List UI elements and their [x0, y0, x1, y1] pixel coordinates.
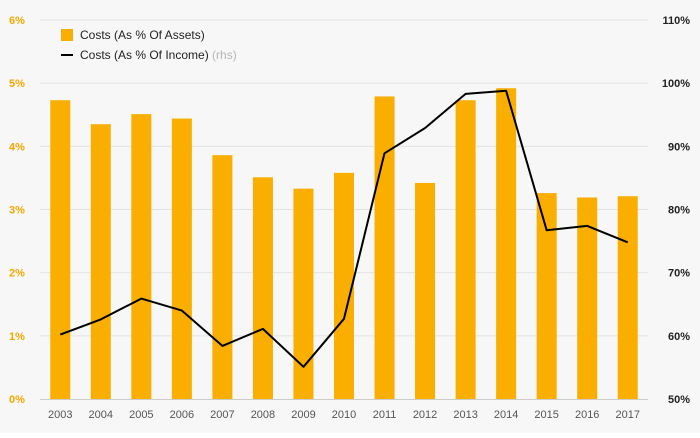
x-tick-label: 2016 [575, 409, 599, 421]
x-tick-label: 2006 [170, 409, 194, 421]
x-tick-label: 2004 [89, 409, 113, 421]
y-right-tick-label: 50% [668, 394, 690, 406]
x-tick-label: 2013 [453, 409, 477, 421]
y-left-tick-label: 1% [9, 331, 25, 343]
bar-2003 [50, 100, 70, 399]
y-left-tick-label: 4% [9, 141, 25, 153]
y-left-tick-label: 2% [9, 268, 25, 280]
x-tick-label: 2014 [494, 409, 518, 421]
y-right-tick-label: 80% [668, 205, 690, 217]
bar-2013 [456, 100, 476, 399]
bar-2015 [537, 193, 557, 399]
legend-label-costs-income: Costs (As % Of Income) (rhs) [80, 48, 237, 62]
bar-2008 [253, 177, 273, 399]
x-tick-label: 2010 [332, 409, 356, 421]
legend-label-rhs: (rhs) [212, 48, 237, 62]
legend-label-costs-assets: Costs (As % Of Assets) [80, 28, 205, 42]
y-left-tick-label: 6% [9, 15, 25, 27]
bar-2011 [375, 96, 395, 399]
y-right-tick-label: 100% [662, 78, 690, 90]
legend: Costs (As % Of Assets) Costs (As % Of In… [61, 28, 237, 62]
y-left-tick-label: 3% [9, 205, 25, 217]
bar-2006 [172, 119, 192, 399]
x-tick-label: 2007 [210, 409, 234, 421]
y-axis-left-ticks: 0% 1% 2% 3% 4% 5% 6% [9, 15, 25, 406]
x-tick-label: 2011 [373, 409, 397, 421]
bar-2017 [618, 196, 638, 399]
y-right-tick-label: 90% [668, 141, 690, 153]
x-axis-ticks: 2003 2004 2005 2006 2007 2008 2009 2010 2011 2012… [48, 409, 640, 421]
x-tick-label: 2005 [129, 409, 153, 421]
x-tick-label: 2008 [251, 409, 275, 421]
bar-2014 [496, 88, 516, 399]
y-right-tick-label: 110% [662, 15, 690, 27]
y-left-tick-label: 0% [9, 394, 25, 406]
y-right-tick-label: 60% [668, 331, 690, 343]
x-tick-label: 2003 [48, 409, 72, 421]
bar-2005 [131, 114, 151, 399]
x-tick-label: 2012 [413, 409, 437, 421]
legend-label-costs-income-name: Costs (As % Of Income) [80, 48, 209, 62]
bar-2004 [91, 124, 111, 399]
bar-series-costs-assets [50, 88, 637, 399]
x-tick-label: 2009 [291, 409, 315, 421]
y-axis-right-ticks: 50% 60% 70% 80% 90% 100% 110% [662, 15, 690, 406]
bar-2010 [334, 173, 354, 399]
y-left-tick-label: 5% [9, 78, 25, 90]
bar-2007 [212, 155, 232, 399]
bar-2012 [415, 183, 435, 399]
x-tick-label: 2015 [534, 409, 558, 421]
y-right-tick-label: 70% [668, 268, 690, 280]
x-tick-label: 2017 [615, 409, 639, 421]
legend-swatch-costs-assets [61, 29, 73, 41]
